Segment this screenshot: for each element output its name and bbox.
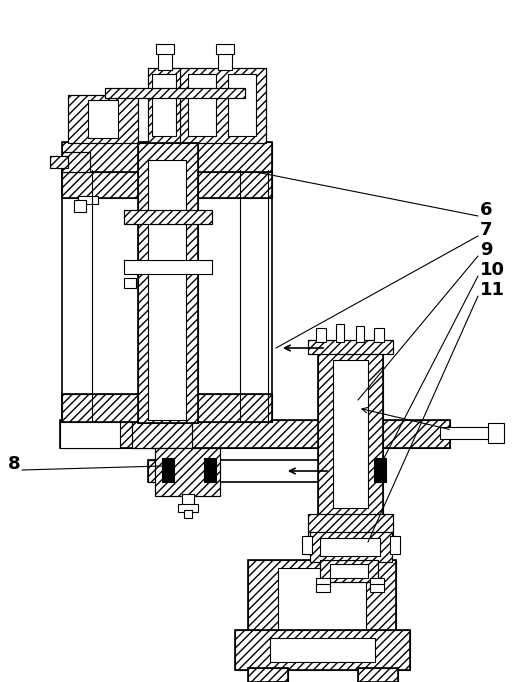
Bar: [333, 360, 368, 508]
Bar: [74, 200, 86, 212]
Bar: [105, 88, 245, 98]
Bar: [374, 458, 386, 482]
Bar: [235, 630, 410, 670]
Bar: [178, 68, 266, 143]
Text: 8: 8: [8, 455, 21, 473]
Bar: [132, 420, 192, 448]
Bar: [318, 350, 383, 515]
Bar: [78, 196, 98, 204]
Bar: [62, 170, 272, 198]
Bar: [228, 74, 256, 136]
Bar: [124, 278, 136, 288]
Bar: [182, 494, 194, 506]
Bar: [60, 420, 450, 448]
Bar: [124, 210, 212, 224]
Bar: [248, 668, 288, 682]
Bar: [148, 460, 203, 482]
Bar: [316, 578, 330, 586]
Bar: [440, 427, 492, 439]
Bar: [158, 52, 172, 70]
Bar: [248, 560, 396, 660]
Bar: [62, 142, 272, 172]
Bar: [216, 44, 234, 54]
Bar: [132, 420, 192, 448]
Bar: [308, 340, 393, 354]
Bar: [235, 630, 410, 670]
Bar: [336, 324, 344, 342]
Bar: [50, 156, 68, 168]
Bar: [278, 568, 366, 652]
Bar: [68, 95, 138, 143]
Bar: [308, 514, 393, 536]
Bar: [50, 156, 68, 168]
Bar: [374, 328, 384, 342]
Bar: [138, 143, 198, 423]
Bar: [178, 68, 266, 143]
Bar: [60, 420, 120, 448]
Bar: [124, 210, 212, 224]
Bar: [248, 560, 396, 660]
Bar: [188, 74, 216, 136]
Bar: [124, 260, 212, 274]
Bar: [308, 340, 393, 354]
Bar: [330, 564, 368, 578]
Bar: [310, 532, 392, 562]
Bar: [218, 52, 232, 70]
Bar: [318, 350, 383, 515]
Bar: [320, 560, 378, 582]
Bar: [488, 423, 504, 443]
Bar: [155, 448, 220, 496]
Bar: [358, 668, 398, 682]
Text: 9: 9: [480, 241, 492, 259]
Bar: [320, 538, 380, 556]
Bar: [316, 584, 330, 592]
Bar: [178, 504, 198, 512]
Bar: [184, 510, 192, 518]
Bar: [62, 170, 272, 198]
Bar: [358, 668, 398, 682]
Bar: [148, 68, 180, 143]
Bar: [60, 420, 450, 448]
Bar: [370, 578, 384, 586]
Bar: [148, 160, 186, 420]
Bar: [356, 326, 364, 342]
Bar: [302, 536, 312, 554]
Bar: [105, 88, 245, 98]
Bar: [88, 100, 118, 138]
Bar: [162, 458, 174, 482]
Bar: [155, 448, 220, 496]
Bar: [148, 68, 180, 143]
Bar: [204, 458, 216, 482]
Bar: [62, 394, 272, 422]
Text: 6: 6: [480, 201, 492, 219]
Bar: [148, 460, 378, 482]
Bar: [316, 328, 326, 342]
Bar: [62, 152, 90, 172]
Bar: [68, 95, 138, 143]
Bar: [62, 152, 90, 172]
Bar: [320, 560, 378, 582]
Bar: [270, 638, 375, 662]
Bar: [62, 142, 272, 172]
Text: 11: 11: [480, 281, 505, 299]
Bar: [148, 460, 203, 482]
Bar: [248, 668, 288, 682]
Text: 7: 7: [480, 221, 492, 239]
Bar: [310, 532, 392, 562]
Bar: [156, 44, 174, 54]
Bar: [370, 584, 384, 592]
Bar: [308, 514, 393, 536]
Bar: [62, 394, 272, 422]
Text: 10: 10: [480, 261, 505, 279]
Bar: [390, 536, 400, 554]
Bar: [62, 170, 272, 422]
Bar: [138, 143, 198, 423]
Bar: [152, 74, 176, 136]
